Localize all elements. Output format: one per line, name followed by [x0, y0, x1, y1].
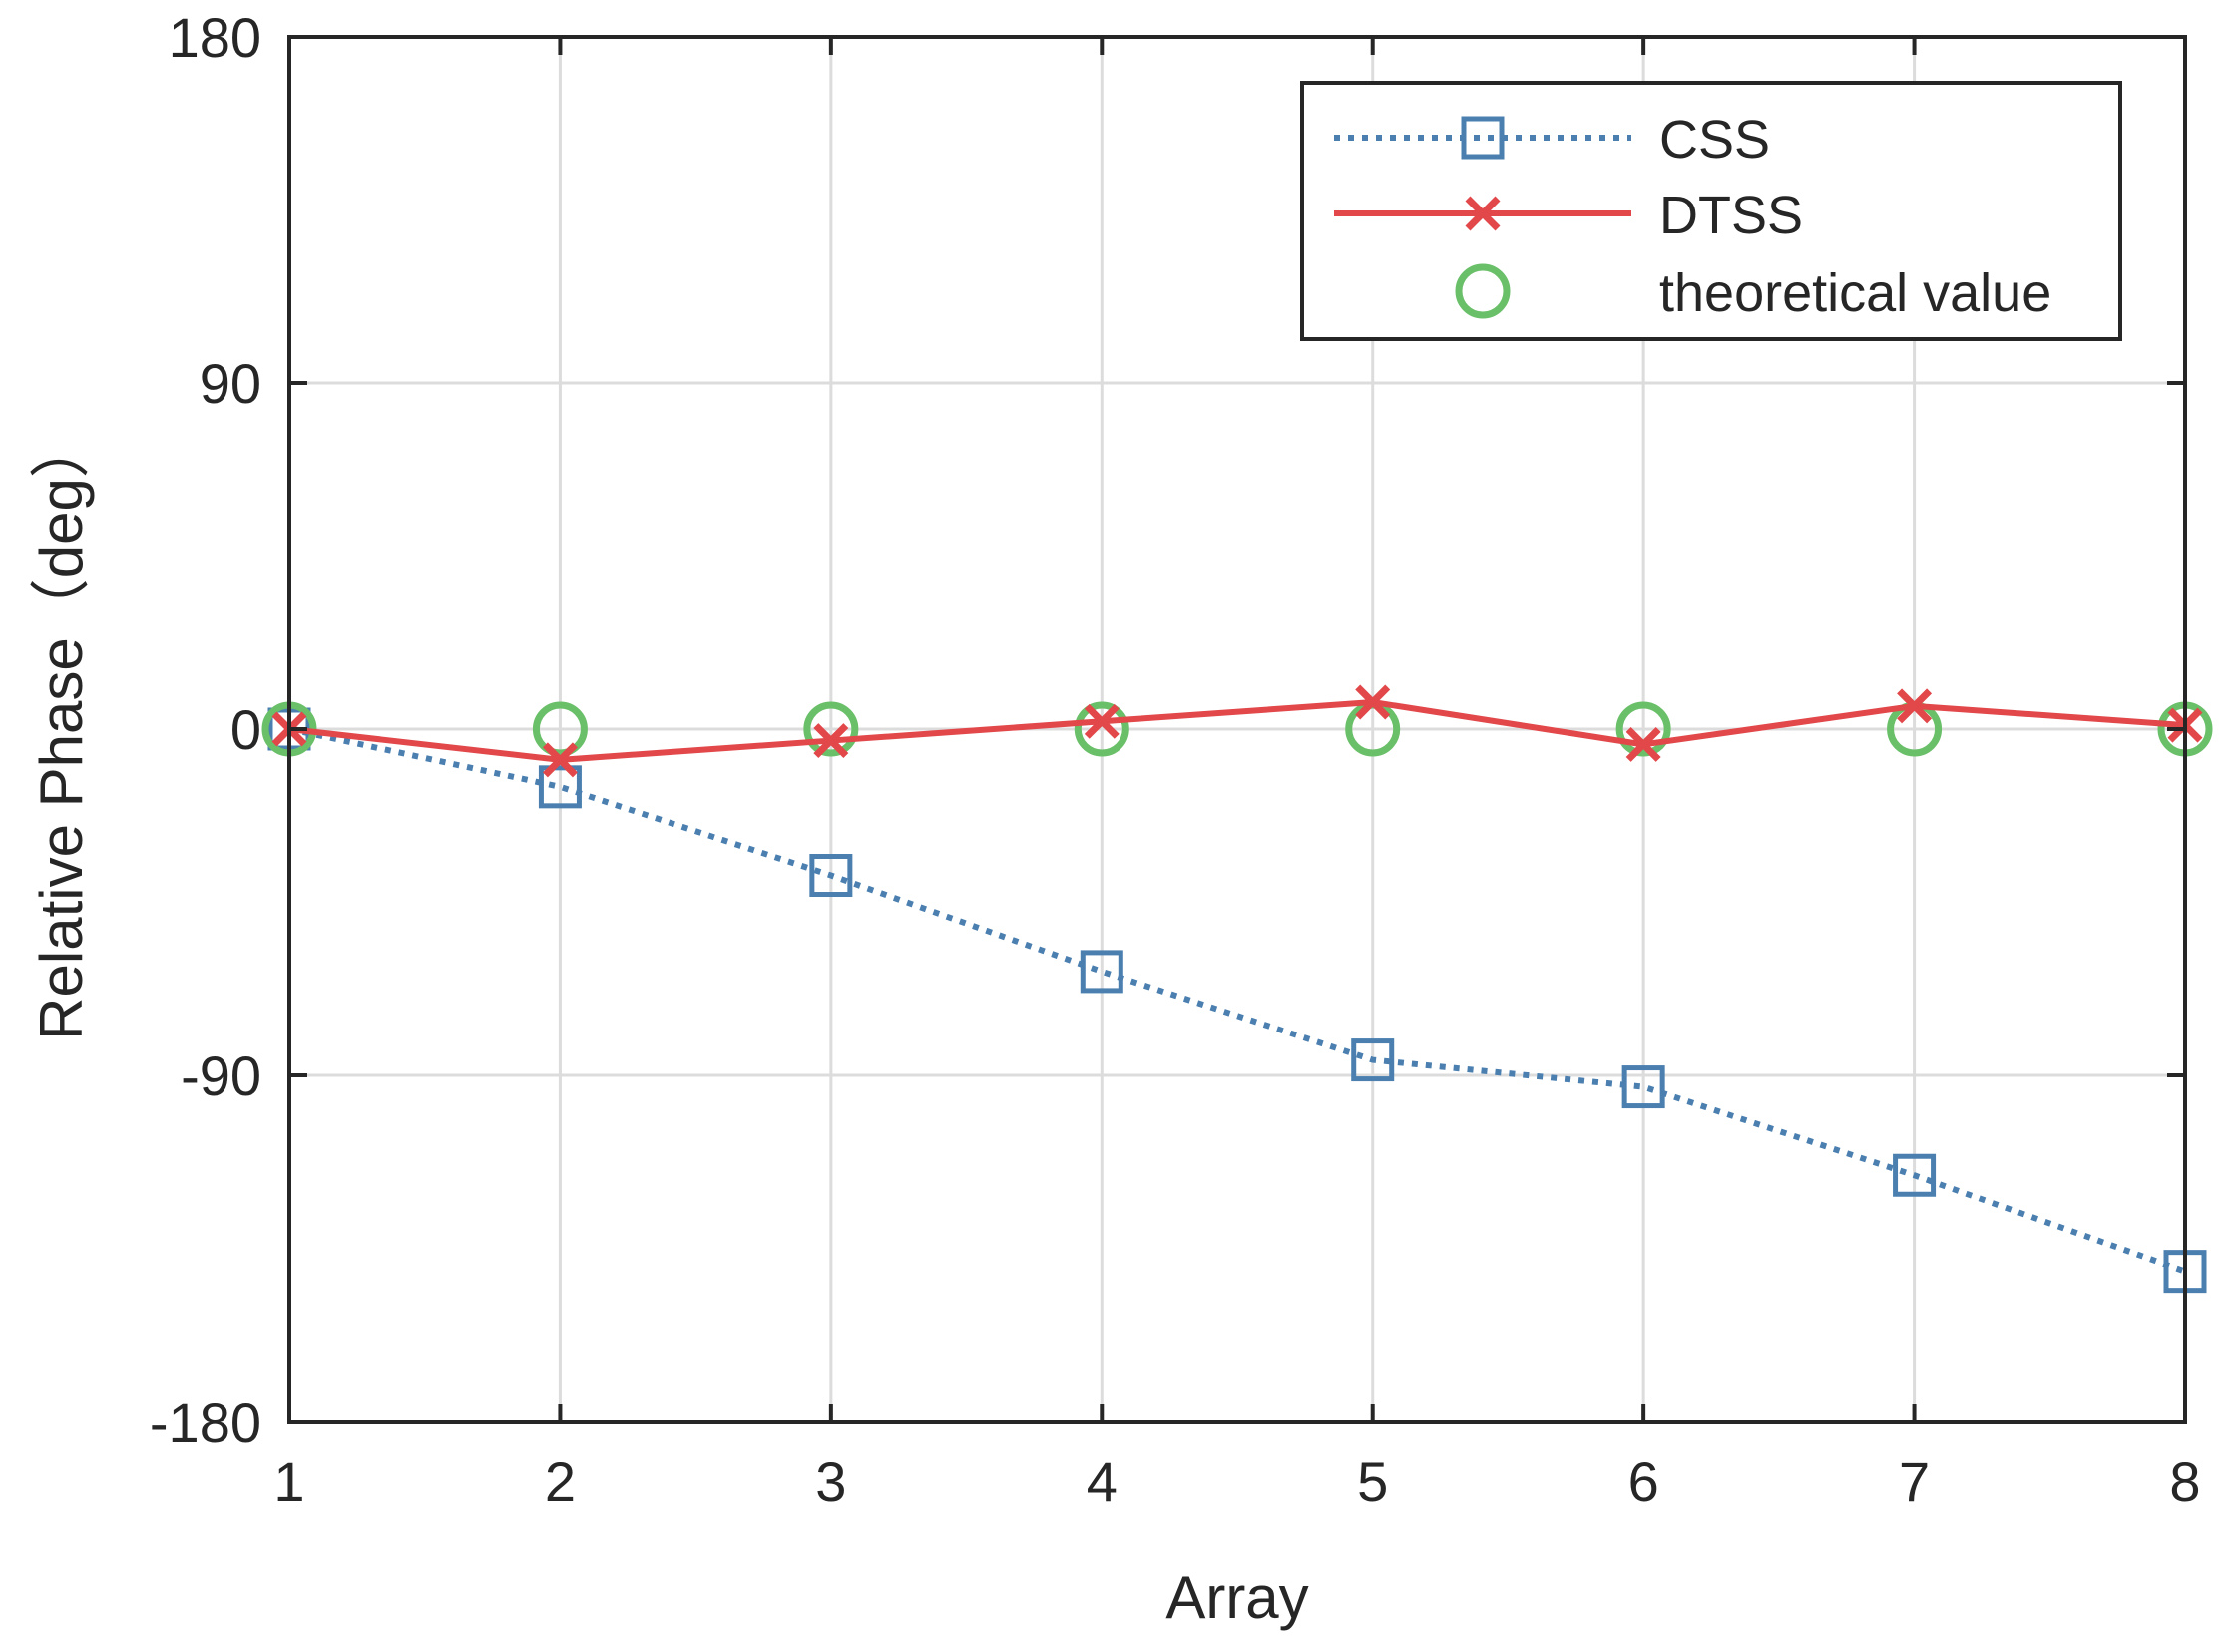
- axis-ticks: 1 2 3 4 5 6 7 8 -180 -90 0 90 180: [150, 6, 2201, 1513]
- y-tick-label: -90: [181, 1044, 261, 1107]
- data-point-theoretical-value: [532, 701, 588, 757]
- y-tick-label: 180: [169, 6, 261, 69]
- x-tick-label: 6: [1628, 1450, 1659, 1513]
- data-point-dtss: [813, 723, 849, 759]
- data-point-css: [538, 765, 582, 809]
- data-point-css: [809, 854, 853, 898]
- x-axis-label: Array: [1165, 1564, 1308, 1631]
- data-point-dtss-stroke: [813, 723, 849, 759]
- legend-marker-dtss: [1465, 196, 1501, 231]
- data-point-dtss: [542, 742, 578, 778]
- legend-entry-dtss: DTSS: [1334, 186, 1803, 245]
- legend-label-theoretical-value: theoretical value: [1659, 263, 2051, 323]
- legend-marker-css: [1461, 116, 1505, 160]
- y-tick-label: -180: [150, 1391, 261, 1453]
- y-axis-label: Relative Phase（deg）: [28, 418, 95, 1040]
- legend-marker-theoretical-value: [1455, 263, 1511, 319]
- data-point-dtss-stroke: [542, 742, 578, 778]
- series-line-dtss: [288, 698, 2186, 763]
- legend-label-dtss: DTSS: [1659, 186, 1803, 245]
- data-point-css: [1893, 1153, 1937, 1197]
- series-dtss: [271, 684, 2203, 778]
- data-point-dtss: [1625, 726, 1661, 762]
- data-point-dtss-stroke: [1897, 688, 1933, 724]
- legend-label-css: CSS: [1659, 110, 1770, 170]
- data-point-css: [1621, 1065, 1665, 1109]
- data-point-dtss-stroke: [1355, 684, 1391, 720]
- data-point-css: [1351, 1038, 1395, 1082]
- legend-entry-css: CSS: [1334, 110, 1770, 170]
- data-point-dtss: [1355, 684, 1391, 720]
- x-tick-label: 3: [815, 1450, 846, 1513]
- data-point-dtss-stroke: [1084, 703, 1120, 739]
- data-point-dtss: [1084, 703, 1120, 739]
- data-point-theoretical-value: [803, 701, 859, 757]
- series-line-css: [288, 726, 2187, 1275]
- legend-entry-theoretical-value: theoretical value: [1455, 263, 2051, 323]
- x-tick-label: 1: [273, 1450, 304, 1513]
- data-point-dtss-stroke: [1625, 726, 1661, 762]
- x-tick-label: 7: [1899, 1450, 1930, 1513]
- x-tick-label: 4: [1087, 1450, 1118, 1513]
- x-tick-label: 2: [545, 1450, 576, 1513]
- data-point-dtss: [1897, 688, 1933, 724]
- data-point-css: [1080, 950, 1123, 994]
- data-point-theoretical-value: [1615, 701, 1671, 757]
- legend-marker-dtss-stroke: [1465, 196, 1501, 231]
- x-tick-label: 8: [2169, 1450, 2200, 1513]
- data-point-theoretical-value: [1074, 701, 1129, 757]
- y-tick-label: 90: [200, 352, 261, 415]
- y-tick-label: 0: [230, 698, 261, 761]
- legend: CSS DTSS theoretical value: [1300, 81, 2122, 341]
- x-tick-label: 5: [1357, 1450, 1388, 1513]
